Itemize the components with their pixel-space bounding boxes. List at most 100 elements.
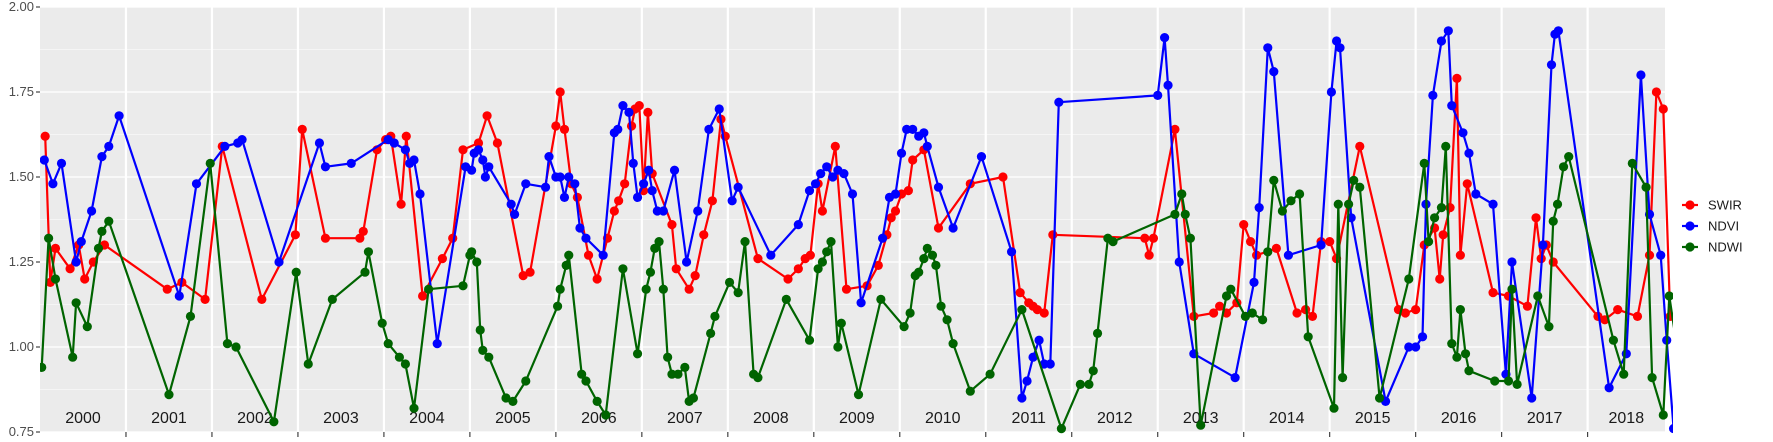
ndvi-point (415, 189, 425, 199)
ndvi-point (647, 186, 657, 196)
ndvi-line (43, 29, 1673, 430)
ndvi-point (1417, 332, 1428, 342)
ndwi-point (688, 393, 699, 403)
ndwi-point (1092, 328, 1103, 338)
swir-point (1682, 305, 1691, 314)
ndwi-point (899, 322, 909, 332)
ndvi-point (919, 128, 929, 138)
ndwi-point (592, 396, 602, 406)
ndwi-point (1490, 376, 1500, 386)
ndwi-point (1544, 322, 1554, 332)
swir-point (793, 264, 803, 274)
ndwi-point (475, 325, 485, 335)
ndwi-point (501, 393, 511, 403)
ndvi-point (804, 186, 815, 196)
ndvi-point (1471, 189, 1481, 199)
ndwi-point (781, 294, 791, 304)
swir-point (690, 271, 700, 281)
ndvi-point (581, 233, 591, 243)
ndvi-point (510, 209, 520, 219)
ndwi-point (1558, 162, 1569, 172)
ndvi-point (104, 141, 114, 151)
ndvi-point (658, 206, 668, 216)
ndvi-point (1269, 67, 1279, 77)
year-label: 2017 (1527, 410, 1563, 427)
ndwi-point (424, 284, 434, 294)
swir-point (1411, 305, 1421, 315)
ndvi-point (1249, 277, 1259, 287)
ndwi-point (1429, 213, 1440, 223)
ndwi-point (1512, 379, 1522, 389)
year-label: 2009 (839, 410, 875, 427)
ndwi-point (40, 362, 47, 372)
ndvi-point (544, 152, 554, 162)
ndwi-point (1221, 291, 1232, 301)
ndwi-point (93, 243, 104, 253)
ndwi-point (826, 237, 836, 247)
ndwi-point (1017, 305, 1027, 315)
ndvi-point (1488, 199, 1498, 209)
ndvi-point (76, 237, 86, 247)
ndwi-point (1303, 332, 1313, 342)
ndwi-point (1455, 305, 1465, 315)
ndwi-point (1286, 196, 1296, 206)
swir-point (1170, 124, 1180, 134)
swir-point (1307, 311, 1318, 321)
ndwi-point (231, 342, 241, 352)
legend: SWIR NDVI NDWI (1682, 198, 1743, 255)
swir-point (1488, 288, 1498, 298)
ndvi-point (86, 206, 97, 216)
ndvi-point (856, 298, 866, 308)
ndvi-point (1254, 203, 1264, 213)
ndwi-point (1464, 366, 1474, 376)
ndvi-point (822, 162, 832, 172)
ndwi-point (1170, 209, 1180, 219)
year-label: 2006 (581, 410, 617, 427)
ndvi-point (506, 199, 516, 209)
swir-point (1048, 230, 1058, 240)
ndwi-point (1337, 373, 1348, 383)
ndwi-point (1673, 349, 1682, 358)
ndwi-point (1343, 199, 1354, 209)
ndwi-point (185, 311, 196, 321)
ndwi-point (360, 267, 370, 277)
swir-point (1665, 311, 1673, 321)
ndwi-point (1705, 319, 1714, 328)
ndwi-point (1619, 369, 1629, 379)
ndwi-point (472, 257, 482, 267)
swir-point (80, 274, 90, 284)
swir-point (1245, 237, 1256, 247)
ndwi-point (733, 288, 743, 298)
swir-point (257, 294, 267, 304)
ndvi-point (1283, 250, 1294, 260)
ndvi-point (1428, 90, 1438, 100)
ndwi-point (1647, 373, 1657, 383)
ndvi-point (389, 138, 399, 148)
ndvi-point (484, 162, 494, 172)
ndvi-point (704, 124, 714, 134)
ndwi-point (813, 264, 823, 274)
ndwi-point (1533, 291, 1543, 301)
ndvi-point (1656, 250, 1666, 260)
ndvi-point (575, 223, 585, 233)
ndwi-point (303, 359, 313, 369)
swir-point (1686, 305, 1695, 314)
ndvi-point (521, 179, 531, 189)
swir-point (626, 121, 637, 131)
year-label: 2012 (1097, 410, 1133, 427)
ndvi-point (1636, 70, 1646, 80)
swir-point (297, 124, 307, 134)
ndvi-point (1436, 36, 1447, 46)
swir-point (50, 243, 61, 253)
ndwi-point (645, 267, 656, 277)
ndwi-point (914, 267, 924, 277)
ndwi-point (327, 294, 337, 304)
ndvi-point (816, 169, 826, 179)
year-label: 2000 (65, 410, 101, 427)
y-tick-label: 0.75 (9, 424, 34, 439)
swir-point (1015, 288, 1025, 298)
ndwi-point (561, 260, 571, 270)
ndwi-point (985, 369, 995, 379)
ndvi-point (555, 172, 565, 182)
ndwi-point (1349, 175, 1359, 185)
